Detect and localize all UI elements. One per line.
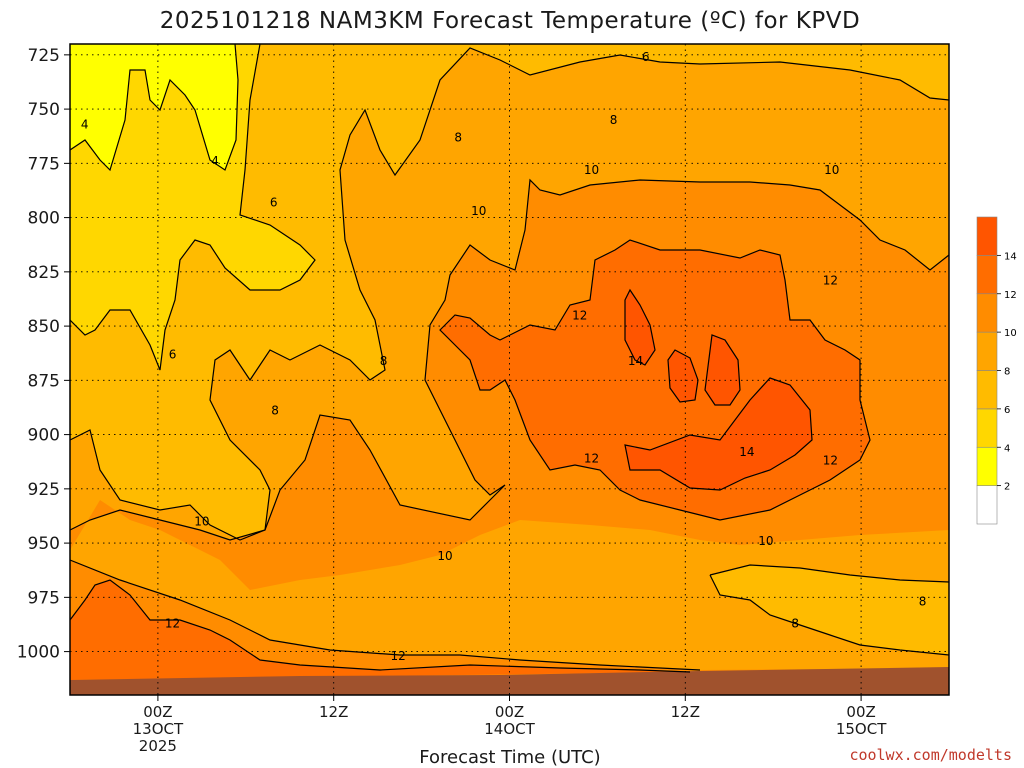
y-tick-label: 850	[28, 317, 60, 337]
y-tick-label: 1000	[17, 643, 60, 663]
y-tick-label: 725	[28, 46, 60, 66]
colorbar-swatch	[976, 446, 998, 486]
plot-area	[69, 43, 950, 696]
contour-label: 8	[454, 130, 462, 144]
x-tick-label: 12Z	[319, 703, 348, 721]
y-tick-label: 925	[28, 480, 60, 500]
contour-label: 12	[584, 451, 599, 465]
x-tick-label: 13OCT	[133, 720, 184, 738]
y-tick-label: 900	[28, 426, 60, 446]
contour-label: 8	[610, 113, 618, 127]
y-tick-label: 950	[28, 534, 60, 554]
contour-12-upper	[439, 239, 871, 521]
contour-label: 10	[758, 534, 773, 548]
contour-label: 4	[211, 154, 219, 168]
contour-label: 8	[380, 354, 388, 368]
y-tick-label: 875	[28, 371, 60, 391]
contour-14-lower	[624, 377, 813, 491]
colorbar-swatch	[976, 216, 998, 256]
x-axis-title: Forecast Time (UTC)	[419, 747, 600, 768]
contour-label: 10	[437, 549, 452, 563]
colorbar: 2 4 6 8 10 12 14	[976, 216, 1017, 525]
contour-label: 14	[739, 445, 754, 459]
contour-label: 12	[572, 308, 587, 322]
x-tick-label: 14OCT	[484, 720, 535, 738]
contour-label: 4	[81, 117, 89, 131]
colorbar-tick-label: 2	[1004, 482, 1010, 493]
colorbar-tick-label: 6	[1004, 405, 1010, 416]
x-tick-label: 2025	[139, 737, 177, 755]
colorbar-tick-label: 12	[1004, 290, 1017, 301]
y-axis: 725 750 775 800 825 850 875 900 925 950 975 1000	[17, 46, 70, 663]
contour-label: 12	[823, 454, 838, 468]
colorbar-tick-label: 14	[1004, 251, 1017, 262]
contour-label: 12	[165, 616, 180, 630]
y-tick-label: 825	[28, 263, 60, 283]
contour-10-main	[70, 178, 949, 541]
field-band-gt-14-mid	[668, 350, 698, 402]
colorbar-swatch	[976, 370, 998, 410]
contour-14-right	[704, 334, 741, 406]
field-band-gt-14-right	[625, 335, 812, 490]
contour-label: 12	[391, 649, 406, 663]
contour-12-surface	[70, 579, 691, 673]
colorbar-tick-label: 10	[1004, 328, 1017, 339]
y-tick-label: 750	[28, 100, 60, 120]
contour-label: 10	[194, 514, 209, 528]
contour-14-left	[624, 288, 656, 366]
x-tick-label: 15OCT	[836, 720, 887, 738]
contour-6	[70, 44, 316, 371]
field-band-10-12-lower	[70, 560, 949, 695]
colorbar-swatch	[976, 331, 998, 371]
y-tick-label: 775	[28, 154, 60, 174]
field-band-12-14-surface	[70, 580, 690, 680]
contour-8-lower-right	[709, 564, 949, 656]
contour-label: 12	[823, 274, 838, 288]
contour-labels: 4 4 6 6 8 8 8 10 6 8 10 10 12 12 14 14 12 12 10 10 10 12 12 8 8	[81, 50, 927, 663]
field-band-6-8-lower-right	[710, 565, 949, 655]
grid-lines	[70, 44, 949, 695]
x-tick-label: 00Z	[846, 703, 875, 721]
colorbar-swatch	[976, 255, 998, 295]
colorbar-tick-label: 4	[1004, 443, 1010, 454]
contour-14-mid	[667, 349, 699, 403]
x-tick-label: 12Z	[671, 703, 700, 721]
y-tick-label: 800	[28, 209, 60, 229]
contour-label: 8	[271, 404, 279, 418]
field-band-gt-14-left	[625, 290, 655, 365]
contour-label: 10	[824, 163, 839, 177]
contour-label: 8	[919, 595, 927, 609]
colorbar-tick-label: 8	[1004, 367, 1010, 378]
contour-label: 10	[584, 163, 599, 177]
contour-label: 8	[791, 616, 799, 630]
contour-label: 6	[642, 50, 650, 64]
credit-text: coolwx.com/modelts	[849, 746, 1012, 764]
x-tick-label: 00Z	[495, 703, 524, 721]
colorbar-swatch	[976, 485, 998, 525]
contour-label: 6	[270, 195, 278, 209]
field-band-4-6	[70, 44, 315, 370]
x-tick-label: 00Z	[143, 703, 172, 721]
contour-10-lower	[70, 559, 701, 671]
contour-label: 6	[169, 347, 177, 361]
contour-8-left	[70, 47, 949, 541]
contour-label: 10	[471, 204, 486, 218]
contour-label: 14	[628, 354, 643, 368]
colorbar-swatch	[976, 408, 998, 448]
surface-ground	[70, 667, 949, 695]
chart-title: 2025101218 NAM3KM Forecast Temperature (…	[160, 8, 860, 34]
colorbar-swatch	[976, 293, 998, 333]
field-band-6-8-upper	[70, 44, 949, 540]
y-tick-label: 975	[28, 588, 60, 608]
contour-lines	[70, 44, 949, 673]
contour-4	[70, 44, 239, 172]
field-band-2-4	[70, 44, 238, 170]
